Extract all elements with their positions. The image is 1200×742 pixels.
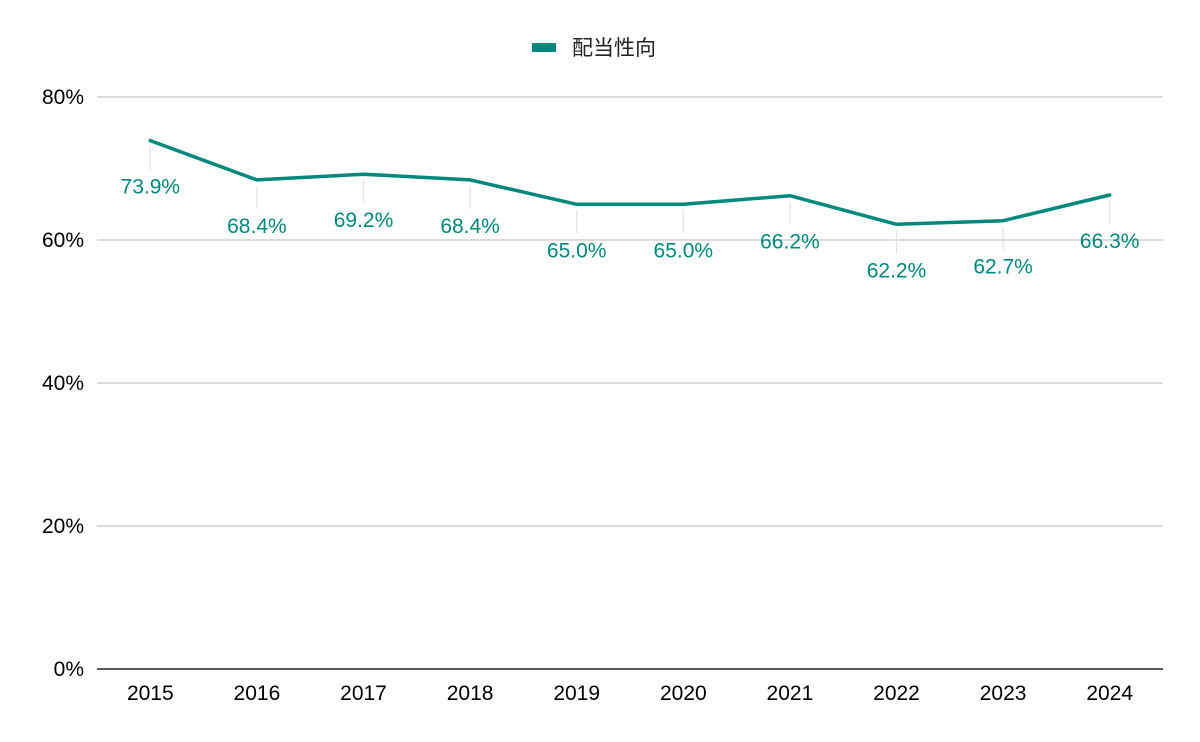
x-tick-label: 2023 — [980, 682, 1027, 705]
y-tick-label: 80% — [42, 86, 84, 109]
x-tick-label: 2022 — [873, 682, 920, 705]
data-point — [468, 178, 472, 182]
y-tick-label: 0% — [54, 658, 84, 681]
data-point — [681, 202, 685, 206]
x-tick-label: 2024 — [1086, 682, 1133, 705]
axes: 0% 20% 40% 60% 80% 2015 2016 2017 2018 2019 2020 20… — [42, 86, 1163, 705]
x-tick-label: 2019 — [553, 682, 600, 705]
data-label: 65.0% — [654, 239, 714, 262]
legend-label: 配当性向 — [572, 36, 656, 60]
data-point — [148, 139, 152, 143]
gridlines — [97, 96, 1163, 527]
data-label: 62.7% — [973, 256, 1033, 279]
data-label: 68.4% — [440, 215, 500, 238]
data-point — [362, 172, 365, 176]
y-tick-label: 40% — [42, 372, 84, 395]
legend-swatch — [532, 43, 556, 52]
x-tick-label: 2017 — [340, 682, 387, 705]
legend[interactable]: 配当性向 — [532, 36, 656, 60]
data-point — [1108, 193, 1112, 197]
data-point — [575, 202, 579, 206]
data-point — [1001, 219, 1005, 223]
x-tick-label: 2015 — [127, 682, 174, 705]
x-tick-label: 2021 — [767, 682, 814, 705]
series-lines — [148, 138, 1112, 227]
data-label: 66.3% — [1080, 230, 1140, 253]
data-point — [895, 222, 898, 226]
data-point — [255, 178, 259, 182]
data-labels: 73.9% 68.4% 69.2% 68.4% 65.0% 65.0% 66.2% 62.2%… — [121, 176, 1140, 283]
x-tick-label: 2016 — [234, 682, 281, 705]
data-label: 65.0% — [547, 239, 607, 262]
x-tick-label: 2018 — [447, 682, 494, 705]
x-tick-label: 2020 — [660, 682, 707, 705]
y-tick-label: 20% — [42, 515, 84, 538]
y-tick-label: 60% — [42, 229, 84, 252]
data-label: 66.2% — [760, 231, 820, 254]
data-label: 68.4% — [227, 215, 287, 238]
data-label: 69.2% — [334, 209, 394, 232]
data-point — [788, 194, 792, 198]
series-line — [148, 138, 1112, 227]
data-label: 62.2% — [867, 259, 927, 282]
data-label: 73.9% — [121, 176, 181, 199]
label-leaders — [149, 146, 1111, 254]
